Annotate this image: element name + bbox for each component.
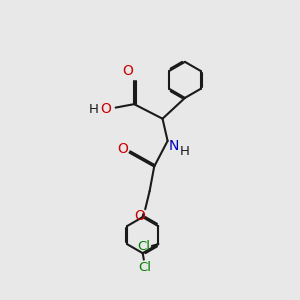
Text: H: H xyxy=(89,103,99,116)
Text: Cl: Cl xyxy=(137,240,150,253)
Text: O: O xyxy=(117,142,128,156)
Text: H: H xyxy=(180,145,190,158)
Text: O: O xyxy=(134,209,145,223)
Text: O: O xyxy=(122,64,133,78)
Text: Cl: Cl xyxy=(138,261,151,274)
Text: O: O xyxy=(100,103,111,116)
Text: N: N xyxy=(169,140,179,153)
